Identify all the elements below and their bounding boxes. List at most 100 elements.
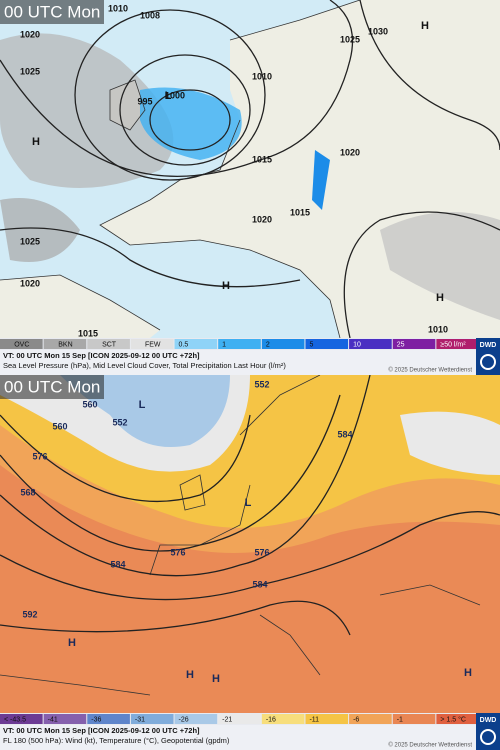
isobar [0, 0, 354, 177]
legend-label: -1 [397, 716, 403, 723]
legend-label: -16 [266, 716, 276, 723]
legend-label: -31 [135, 716, 145, 723]
legend-swatch [261, 714, 305, 724]
legend-label: BKN [58, 341, 72, 348]
coastline [0, 0, 361, 339]
map-label: 1015 [78, 328, 98, 338]
cloud [0, 198, 80, 262]
caption-bar [0, 350, 500, 375]
legend-label: -6 [353, 716, 359, 723]
legend-swatch [349, 714, 392, 724]
map-label: 1025 [20, 236, 40, 246]
logo-mark [480, 729, 496, 745]
legend-label: 1 [222, 341, 226, 348]
map-label: H [421, 20, 429, 32]
logo: DWD [480, 717, 497, 724]
copyright: © 2025 Deutscher Wetterdienst [388, 742, 472, 749]
map-label: 1020 [252, 214, 272, 224]
map-label: 1010 [252, 71, 272, 81]
legend-label: 0.5 [179, 341, 189, 348]
legend-label: SCT [102, 341, 117, 348]
legend-label: 2 [266, 341, 270, 348]
header-bg [0, 0, 104, 24]
map-label: 1020 [20, 278, 40, 288]
map-label: 1010 [428, 324, 448, 334]
map-label: 560 [82, 399, 97, 409]
map-label: 552 [254, 379, 269, 389]
legend-label: ≥50 l/m² [440, 341, 466, 348]
map-label: 560 [52, 421, 67, 431]
map-label: 1025 [340, 34, 360, 44]
legend-swatch [436, 339, 479, 349]
legend-label: < -43.5 [4, 716, 26, 723]
legend-swatch [305, 714, 349, 724]
map-label: H [222, 280, 230, 292]
legend-swatch [87, 339, 130, 349]
cloud [380, 212, 500, 320]
isobar [74, 9, 266, 181]
legend-label: -41 [48, 716, 58, 723]
logo: DWD [480, 342, 497, 349]
map-label: 1010 [108, 3, 128, 13]
map-label: 1025 [20, 66, 40, 76]
logo-mark [480, 354, 496, 370]
map-label: 995 [137, 96, 152, 106]
caption: VT: 00 UTC Mon 15 Sep [ICON 2025-09-12 0… [3, 726, 200, 735]
legend-label: 10 [353, 341, 361, 348]
map-label: 584 [337, 429, 352, 439]
map-label: 1020 [340, 147, 360, 157]
contour [0, 375, 371, 577]
precip [312, 150, 330, 210]
legend-label: -36 [91, 716, 101, 723]
legend-swatch [0, 714, 43, 724]
legend-label: OVC [14, 341, 29, 348]
header-bg [0, 375, 104, 399]
map-label: L [165, 90, 172, 102]
contour [0, 414, 251, 502]
legend-swatch [218, 714, 261, 724]
map-label: H [186, 669, 194, 681]
map-label: H [464, 667, 472, 679]
legend-swatch [436, 714, 479, 724]
isobar [119, 54, 251, 166]
map-label: 584 [110, 559, 125, 569]
panel-500hpa: 00 UTC Mon 552 560 560 568 576 576 576 584 584 592… [0, 375, 500, 750]
temperature-field [400, 411, 500, 475]
cloud [0, 33, 174, 189]
isobar [359, 0, 500, 151]
map-label: 584 [252, 579, 267, 589]
legend-label: 25 [397, 341, 405, 348]
subcaption: FL 180 (500 hPa): Wind (kt), Temperature… [3, 736, 230, 745]
map-label: H [32, 136, 40, 148]
map-label: H [68, 637, 76, 649]
copyright: © 2025 Deutscher Wetterdienst [388, 367, 472, 374]
legend-swatch [349, 339, 392, 349]
map-label: 568 [20, 487, 35, 497]
map-label: 576 [32, 451, 47, 461]
header: 00 UTC Mon [4, 377, 100, 396]
contour [0, 511, 500, 601]
legend-label: FEW [145, 341, 161, 348]
map-label: 592 [22, 609, 37, 619]
legend-label: -26 [179, 716, 189, 723]
header: 00 UTC Mon [4, 2, 100, 21]
contour [0, 600, 351, 636]
isobar [343, 211, 500, 339]
land [0, 275, 160, 338]
legend-swatch [87, 714, 130, 724]
legend-label: -21 [222, 716, 232, 723]
map-label: 552 [112, 417, 127, 427]
map-label: L [139, 399, 146, 411]
legend-label: 5 [309, 341, 313, 348]
legend-swatch [0, 339, 43, 349]
legend-swatch [43, 714, 87, 724]
map-label: 1000 [165, 90, 185, 100]
map-label: 1008 [140, 10, 160, 20]
legend-swatch [174, 714, 218, 724]
subcaption: Sea Level Pressure (hPa), Mid Level Clou… [3, 361, 286, 370]
legend-swatch [392, 714, 436, 724]
map-label: H [436, 292, 444, 304]
legend-swatch [218, 339, 261, 349]
map-label: 1020 [20, 29, 40, 39]
map-label: 1015 [290, 207, 310, 217]
